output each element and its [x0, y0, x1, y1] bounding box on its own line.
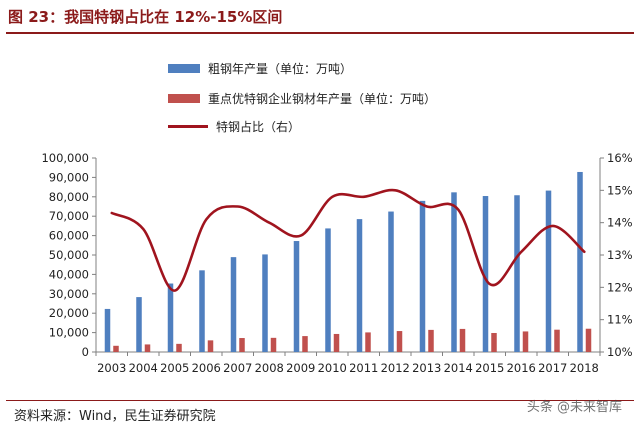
- y-left-tick-label: 20,000: [49, 306, 89, 320]
- bar-special-steel: [365, 332, 371, 352]
- x-tick-label: 2018: [570, 361, 599, 375]
- y-right-tick-label: 14%: [607, 216, 633, 230]
- bar-special-steel: [113, 345, 119, 352]
- y-right-tick-label: 15%: [607, 183, 633, 197]
- bar-special-steel: [522, 331, 529, 352]
- bar-special-steel: [585, 328, 592, 352]
- bar-crude-steel: [199, 270, 205, 352]
- bar-special-steel: [491, 332, 497, 352]
- chart-area: 0 10,000 20,000 30,000 40,000 50,000 60,000 70,…: [41, 151, 633, 375]
- y-right-tick-label: 10%: [607, 345, 633, 359]
- bar-crude-steel: [451, 192, 457, 352]
- bar-crude-steel: [545, 190, 552, 352]
- title-divider: [6, 32, 634, 34]
- x-tick-label: 2014: [444, 361, 473, 375]
- bar-crude-steel: [482, 196, 489, 352]
- legend-label-share: 特钢占比（右）: [216, 119, 301, 134]
- legend-swatch-special-steel: [168, 93, 200, 103]
- y-right-tick-label: 16%: [607, 151, 633, 165]
- line-special-steel-share: [110, 188, 586, 292]
- x-tick-label: 2003: [97, 361, 126, 375]
- bar-special-steel: [270, 337, 277, 352]
- y-left-tick-label: 90,000: [49, 170, 89, 184]
- bar-special-steel: [396, 331, 403, 352]
- bar-crude-steel: [514, 195, 520, 352]
- bar-crude-steel: [388, 211, 394, 352]
- legend-label-crude-steel: 粗钢年产量（单位：万吨）: [208, 61, 353, 76]
- x-tick-label: 2016: [507, 361, 536, 375]
- y-left-tick-label: 10,000: [49, 326, 89, 340]
- legend-swatch-crude-steel: [168, 63, 200, 73]
- bar-special-steel: [459, 328, 466, 352]
- bar-crude-steel: [230, 257, 237, 352]
- source-divider: [6, 400, 634, 401]
- watermark: 头条 @未来智库: [526, 400, 622, 415]
- y-left-tick-label: 30,000: [49, 287, 89, 301]
- y-right-tick-label: 13%: [607, 248, 633, 262]
- y-left-tick-label: 70,000: [49, 209, 89, 223]
- y-left-tick-label: 60,000: [49, 229, 89, 243]
- y-left-tick-label: 100,000: [41, 151, 89, 165]
- x-tick-label: 2010: [318, 361, 347, 375]
- bar-crude-steel: [104, 308, 111, 352]
- x-tick-label: 2004: [129, 361, 158, 375]
- x-tick-label: 2011: [349, 361, 378, 375]
- y-right-tick-label: 12%: [607, 280, 633, 294]
- y-left-tick-label: 80,000: [49, 190, 89, 204]
- bar-special-steel: [302, 336, 308, 352]
- source-note: 资料来源：Wind，民生证券研究院: [14, 409, 216, 424]
- y-left-tick-label: 50,000: [49, 248, 89, 262]
- bar-special-steel: [333, 333, 340, 352]
- bar-crude-steel: [577, 171, 583, 352]
- y-left-tick-label: 40,000: [49, 267, 89, 281]
- page-title: 图 23：我国特钢占比在 12%-15%区间: [8, 8, 283, 26]
- legend-label-special-steel: 重点优特钢企业钢材年产量（单位：万吨）: [208, 91, 437, 106]
- x-tick-label: 2013: [412, 361, 441, 375]
- bar-crude-steel: [262, 254, 268, 352]
- bar-crude-steel: [167, 283, 174, 352]
- bar-crude-steel: [356, 219, 363, 352]
- bar-crude-steel: [293, 241, 300, 352]
- legend-item-crude-steel: 粗钢年产量（单位：万吨）: [168, 58, 352, 78]
- bar-crude-steel: [325, 228, 331, 352]
- bar-special-steel: [207, 340, 214, 352]
- x-tick-label: 2009: [286, 361, 315, 375]
- x-tick-label: 2015: [475, 361, 504, 375]
- bar-special-steel: [554, 329, 560, 352]
- legend-swatch-share: [168, 124, 208, 128]
- x-tick-label: 2008: [255, 361, 284, 375]
- legend-item-share: 特钢占比（右）: [168, 116, 300, 136]
- bar-special-steel: [144, 344, 151, 352]
- x-tick-label: 2005: [160, 361, 189, 375]
- bar-crude-steel: [419, 200, 426, 352]
- y-left-tick-label: 0: [82, 345, 89, 359]
- bar-special-steel: [176, 343, 182, 352]
- bar-crude-steel: [136, 297, 142, 352]
- x-tick-label: 2006: [192, 361, 221, 375]
- legend-item-special-steel: 重点优特钢企业钢材年产量（单位：万吨）: [168, 88, 436, 108]
- bar-special-steel: [428, 329, 434, 352]
- x-tick-label: 2017: [538, 361, 567, 375]
- y-right-tick-label: 11%: [607, 313, 633, 327]
- x-tick-label: 2007: [223, 361, 252, 375]
- x-tick-label: 2012: [381, 361, 410, 375]
- bar-special-steel: [239, 338, 245, 352]
